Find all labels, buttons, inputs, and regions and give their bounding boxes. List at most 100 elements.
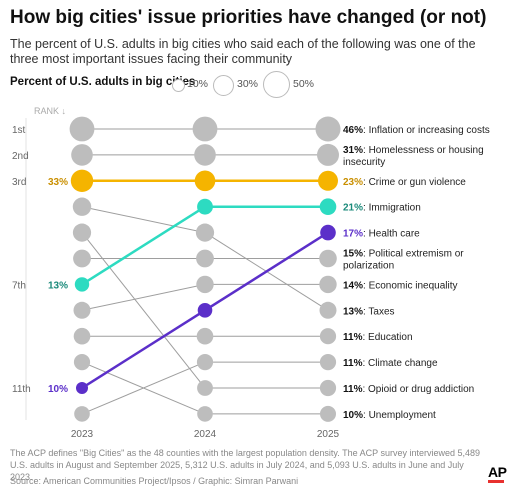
series-name-wrap: insecurity bbox=[343, 157, 385, 168]
ap-logo: AP bbox=[488, 464, 507, 480]
series-name: : Inflation or increasing costs bbox=[363, 125, 490, 136]
series-name: : Taxes bbox=[363, 306, 395, 317]
start-value-label: 10% bbox=[48, 384, 68, 395]
series-name: : Homelessness or housing bbox=[363, 145, 484, 156]
legend-circle-medium bbox=[213, 75, 234, 96]
end-value-number: 11% bbox=[343, 358, 363, 369]
end-value-number: 14% bbox=[343, 280, 363, 291]
end-value-label: 23%: Crime or gun violence bbox=[343, 177, 466, 188]
x-tick-label: 2025 bbox=[317, 429, 340, 440]
end-value-label: 10%: Unemployment bbox=[343, 410, 436, 421]
data-point bbox=[320, 405, 336, 422]
end-value-label: 13%: Taxes bbox=[343, 306, 395, 317]
data-point bbox=[73, 249, 91, 268]
series-line bbox=[81, 283, 206, 311]
end-value-label: 15%: Political extremism or polarization bbox=[343, 249, 464, 272]
end-value-label: 31%: Homelessness or housing insecurity bbox=[343, 145, 484, 168]
data-point bbox=[196, 354, 214, 371]
series-line bbox=[81, 361, 206, 415]
data-point bbox=[71, 144, 93, 166]
size-legend: Percent of U.S. adults in big cities 10%… bbox=[10, 71, 410, 98]
chart-subtitle: The percent of U.S. adults in big cities… bbox=[10, 37, 476, 66]
slope-chart: RANK ↓ 1st 2nd 3rd 7th 11th 2023 2024 2025 33% 13%… bbox=[12, 106, 490, 440]
end-value-label: 11%: Education bbox=[343, 332, 413, 343]
data-point bbox=[197, 198, 213, 215]
legend-label-small: 10% bbox=[187, 78, 209, 90]
data-point bbox=[73, 354, 91, 371]
data-point bbox=[73, 327, 91, 345]
data-point bbox=[194, 144, 216, 166]
data-point bbox=[73, 301, 91, 319]
end-value-number: 11% bbox=[343, 332, 363, 343]
end-value-label: 21%: Immigration bbox=[343, 203, 421, 214]
legend-circle-large bbox=[263, 71, 290, 98]
series-name: : Immigration bbox=[363, 203, 421, 214]
series-name-wrap: polarization bbox=[343, 261, 394, 272]
data-point bbox=[318, 170, 338, 191]
data-point bbox=[194, 170, 216, 192]
data-point bbox=[319, 198, 337, 215]
x-tick-label: 2024 bbox=[194, 429, 217, 440]
end-value-number: 31% bbox=[343, 145, 363, 156]
rank-tick-label: 1st bbox=[12, 125, 26, 136]
x-tick-label: 2023 bbox=[71, 429, 94, 440]
series-line bbox=[81, 232, 206, 389]
data-point bbox=[76, 382, 88, 394]
series-line bbox=[204, 231, 329, 312]
data-point bbox=[319, 354, 337, 371]
rank-tick-label: 7th bbox=[12, 280, 26, 291]
end-value-label: 46%: Inflation or increasing costs bbox=[343, 125, 490, 136]
end-value-number: 13% bbox=[343, 306, 363, 317]
series-line bbox=[81, 205, 206, 286]
series-name: : Political extremism or bbox=[363, 249, 464, 260]
series-name: : Health care bbox=[363, 229, 420, 240]
rank-tick-label: 11th bbox=[12, 384, 31, 395]
data-point bbox=[319, 301, 337, 319]
series-line bbox=[81, 309, 206, 390]
data-point bbox=[315, 116, 341, 142]
series-name: : Unemployment bbox=[363, 410, 436, 421]
data-point bbox=[69, 116, 95, 142]
end-value-label: 17%: Health care bbox=[343, 229, 420, 240]
data-point bbox=[192, 116, 218, 142]
data-point bbox=[197, 406, 213, 422]
data-point bbox=[197, 303, 213, 318]
end-value-label: 11%: Climate change bbox=[343, 358, 438, 369]
legend-title: Percent of U.S. adults in big cities bbox=[10, 76, 196, 88]
legend-circle-small bbox=[172, 79, 185, 92]
data-point bbox=[74, 277, 90, 292]
legend-label-large: 50% bbox=[293, 78, 315, 90]
end-value-number: 46% bbox=[343, 125, 363, 136]
ap-logo-bar bbox=[488, 480, 504, 483]
legend-label-medium: 30% bbox=[237, 78, 259, 90]
chart-title: How big cities' issue priorities have ch… bbox=[10, 7, 487, 28]
data-point bbox=[320, 224, 336, 241]
start-value-label: 13% bbox=[48, 280, 68, 291]
end-value-label: 11%: Opioid or drug addiction bbox=[343, 384, 474, 395]
data-point bbox=[72, 197, 92, 216]
end-value-number: 15% bbox=[343, 249, 363, 260]
end-value-label: 14%: Economic inequality bbox=[343, 280, 458, 291]
end-value-number: 11% bbox=[343, 384, 363, 395]
data-point bbox=[319, 249, 337, 268]
data-point bbox=[74, 406, 90, 422]
data-point bbox=[197, 380, 213, 396]
end-value-number: 23% bbox=[343, 177, 363, 188]
series-name: : Education bbox=[362, 332, 412, 343]
series-name: : Climate change bbox=[362, 358, 437, 369]
source-credit: Source: American Communities Project/Ips… bbox=[10, 476, 299, 486]
data-point bbox=[196, 275, 214, 294]
data-point bbox=[72, 223, 92, 242]
rank-axis-label: RANK ↓ bbox=[34, 106, 66, 116]
data-point bbox=[317, 143, 339, 166]
end-value-number: 21% bbox=[343, 203, 363, 214]
rank-tick-label: 3rd bbox=[12, 177, 26, 188]
series-name: : Opioid or drug addiction bbox=[362, 384, 474, 395]
data-point bbox=[196, 249, 214, 268]
data-point bbox=[195, 223, 215, 242]
data-point bbox=[319, 379, 337, 397]
data-point bbox=[319, 328, 337, 345]
end-value-number: 17% bbox=[343, 229, 363, 240]
data-point bbox=[196, 327, 214, 345]
